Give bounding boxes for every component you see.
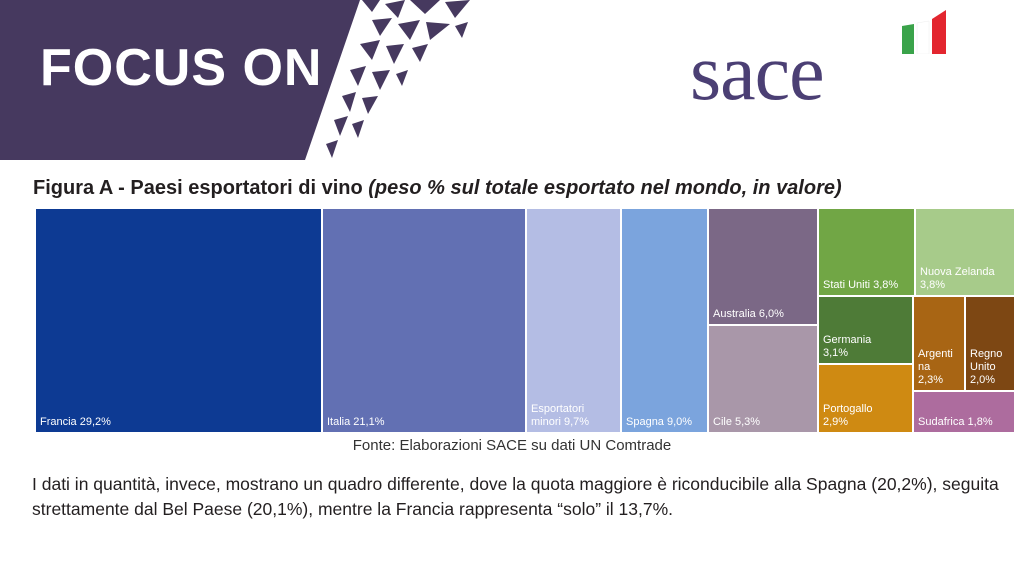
treemap-label-argentina: Argenti na 2,3%	[918, 348, 953, 386]
treemap-label-portogallo: Portogallo 2,9%	[823, 403, 873, 428]
figure-title-main: Figura A - Paesi esportatori di vino	[33, 177, 369, 199]
treemap-chart: Francia 29,2% Italia 21,1% Esportatori min…	[35, 208, 1015, 433]
treemap-tile-australia: Australia 6,0%	[708, 208, 818, 325]
treemap-tile-cile: Cile 5,3%	[708, 325, 818, 433]
figure-source: Fonte: Elaborazioni SACE su dati UN Comt…	[352, 437, 672, 454]
focus-banner	[0, 0, 470, 160]
treemap-label-germania: Germania 3,1%	[823, 334, 872, 359]
sace-logo: sace	[690, 29, 890, 118]
banner-shard-decoration	[326, 0, 470, 158]
treemap-tile-italia: Italia 21,1%	[322, 208, 526, 433]
treemap-label-stati-uniti: Stati Uniti 3,8%	[823, 279, 899, 291]
treemap-tile-francia: Francia 29,2%	[35, 208, 322, 433]
treemap-tile-regno-unito: Regno Unito 2,0%	[965, 296, 1015, 391]
treemap-tile-germania: Germania 3,1%	[818, 296, 913, 364]
banner-title: FOCUS ON	[40, 39, 323, 97]
treemap-tile-sudafrica: Sudafrica 1,8%	[913, 391, 1015, 433]
figure-title: Figura A - Paesi esportatori di vino (pe…	[33, 177, 842, 200]
figure-title-subtitle: (peso % sul totale esportato nel mondo, …	[368, 177, 842, 199]
treemap-label-sudafrica: Sudafrica 1,8%	[918, 416, 993, 428]
treemap-label-spagna: Spagna 9,0%	[626, 416, 693, 428]
treemap-tile-nuova-zelanda: Nuova Zelanda 3,8%	[915, 208, 1015, 296]
treemap-label-italia: Italia 21,1%	[327, 416, 385, 428]
treemap-label-regno-unito: Regno Unito 2,0%	[970, 348, 1003, 386]
treemap-tile-argentina: Argenti na 2,3%	[913, 296, 965, 391]
body-paragraph: I dati in quantità, invece, mostrano un …	[32, 474, 999, 519]
treemap-label-australia: Australia 6,0%	[713, 308, 784, 320]
treemap-tile-spagna: Spagna 9,0%	[621, 208, 708, 433]
treemap-label-nuova-zelanda: Nuova Zelanda 3,8%	[920, 266, 995, 291]
italian-flag-icon	[902, 10, 946, 54]
treemap-label-esportatori-minori: Esportatori minori 9,7%	[531, 403, 590, 428]
treemap-tile-stati-uniti: Stati Uniti 3,8%	[818, 208, 915, 296]
treemap-label-francia: Francia 29,2%	[40, 416, 111, 428]
treemap-tile-portogallo: Portogallo 2,9%	[818, 364, 913, 433]
treemap-tile-esportatori-minori: Esportatori minori 9,7%	[526, 208, 621, 433]
treemap-label-cile: Cile 5,3%	[713, 416, 761, 428]
treemap-plot-area: Francia 29,2% Italia 21,1% Esportatori min…	[35, 208, 1015, 433]
logo-wordmark: sace	[690, 29, 825, 117]
banner-shape	[0, 0, 360, 160]
